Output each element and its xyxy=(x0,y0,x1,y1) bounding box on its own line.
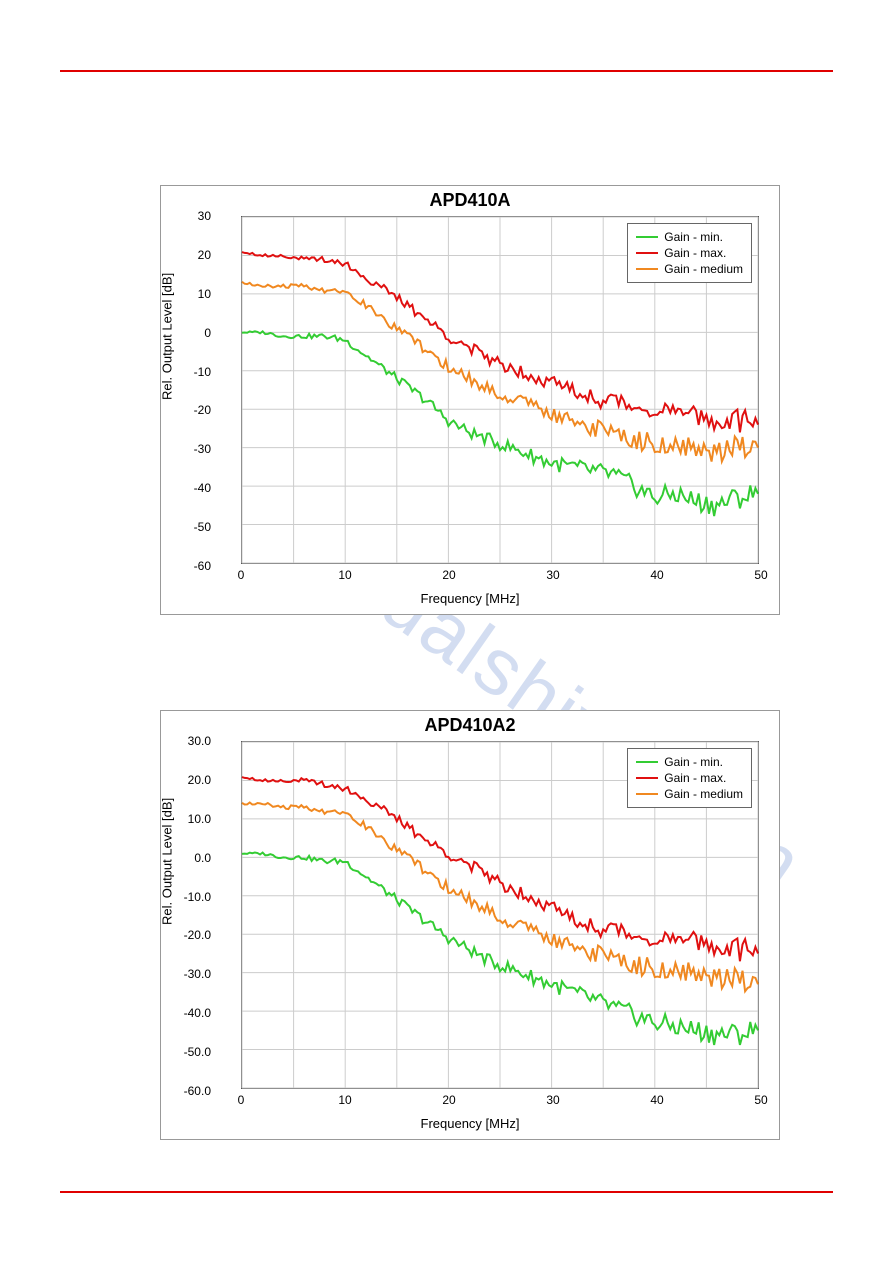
y-tick-label: 30 xyxy=(198,209,211,223)
x-tick-label: 30 xyxy=(546,568,559,582)
y-tick-label: 20.0 xyxy=(188,773,211,787)
legend: Gain - min. Gain - max. Gain - medium xyxy=(627,223,752,283)
legend-swatch xyxy=(636,252,658,254)
y-tick-label: -10 xyxy=(194,365,211,379)
page: manualshive.com APD410A Rel. Output Leve… xyxy=(0,0,893,1263)
x-tick-label: 50 xyxy=(754,1093,767,1107)
legend-swatch xyxy=(636,777,658,779)
x-tick-label: 10 xyxy=(338,1093,351,1107)
legend-item: Gain - medium xyxy=(636,262,743,276)
x-tick-label: 20 xyxy=(442,568,455,582)
x-axis-label: Frequency [MHz] xyxy=(161,1116,779,1131)
y-tick-label: 10 xyxy=(198,287,211,301)
y-tick-label: -20.0 xyxy=(184,928,211,942)
chart-apd410a2: APD410A2 Rel. Output Level [dB] Frequenc… xyxy=(160,710,780,1140)
chart-title: APD410A2 xyxy=(161,715,779,736)
legend-label: Gain - min. xyxy=(664,230,723,244)
legend-item: Gain - min. xyxy=(636,230,743,244)
y-tick-label: -20 xyxy=(194,403,211,417)
legend-label: Gain - medium xyxy=(664,262,743,276)
legend-label: Gain - medium xyxy=(664,787,743,801)
plot-area: Gain - min. Gain - max. Gain - medium xyxy=(241,741,759,1089)
y-tick-label: 10.0 xyxy=(188,812,211,826)
legend-swatch xyxy=(636,761,658,763)
x-tick-label: 20 xyxy=(442,1093,455,1107)
chart-apd410a: APD410A Rel. Output Level [dB] Frequency… xyxy=(160,185,780,615)
top-rule xyxy=(60,70,833,72)
y-tick-label: -10.0 xyxy=(184,890,211,904)
y-tick-label: -60.0 xyxy=(184,1084,211,1098)
legend-swatch xyxy=(636,793,658,795)
y-tick-label: 0.0 xyxy=(194,851,211,865)
bottom-rule xyxy=(60,1191,833,1193)
x-axis-label: Frequency [MHz] xyxy=(161,591,779,606)
x-tick-label: 0 xyxy=(238,1093,245,1107)
plot-area: Gain - min. Gain - max. Gain - medium xyxy=(241,216,759,564)
x-tick-label: 0 xyxy=(238,568,245,582)
y-axis-label: Rel. Output Level [dB] xyxy=(160,273,175,400)
legend-item: Gain - max. xyxy=(636,771,743,785)
legend-label: Gain - max. xyxy=(664,771,726,785)
legend-item: Gain - min. xyxy=(636,755,743,769)
y-tick-label: -40 xyxy=(194,481,211,495)
x-tick-label: 40 xyxy=(650,568,663,582)
y-tick-label: -30.0 xyxy=(184,967,211,981)
x-tick-label: 30 xyxy=(546,1093,559,1107)
y-tick-label: 30.0 xyxy=(188,734,211,748)
x-tick-label: 40 xyxy=(650,1093,663,1107)
y-tick-label: -50 xyxy=(194,520,211,534)
legend: Gain - min. Gain - max. Gain - medium xyxy=(627,748,752,808)
y-tick-label: 20 xyxy=(198,248,211,262)
legend-label: Gain - max. xyxy=(664,246,726,260)
legend-item: Gain - medium xyxy=(636,787,743,801)
legend-item: Gain - max. xyxy=(636,246,743,260)
legend-swatch xyxy=(636,268,658,270)
y-tick-label: -60 xyxy=(194,559,211,573)
chart-title: APD410A xyxy=(161,190,779,211)
legend-label: Gain - min. xyxy=(664,755,723,769)
y-tick-label: -30 xyxy=(194,442,211,456)
y-tick-label: 0 xyxy=(204,326,211,340)
y-tick-label: -40.0 xyxy=(184,1006,211,1020)
legend-swatch xyxy=(636,236,658,238)
x-tick-label: 10 xyxy=(338,568,351,582)
y-tick-label: -50.0 xyxy=(184,1045,211,1059)
x-tick-label: 50 xyxy=(754,568,767,582)
y-axis-label: Rel. Output Level [dB] xyxy=(160,798,175,925)
